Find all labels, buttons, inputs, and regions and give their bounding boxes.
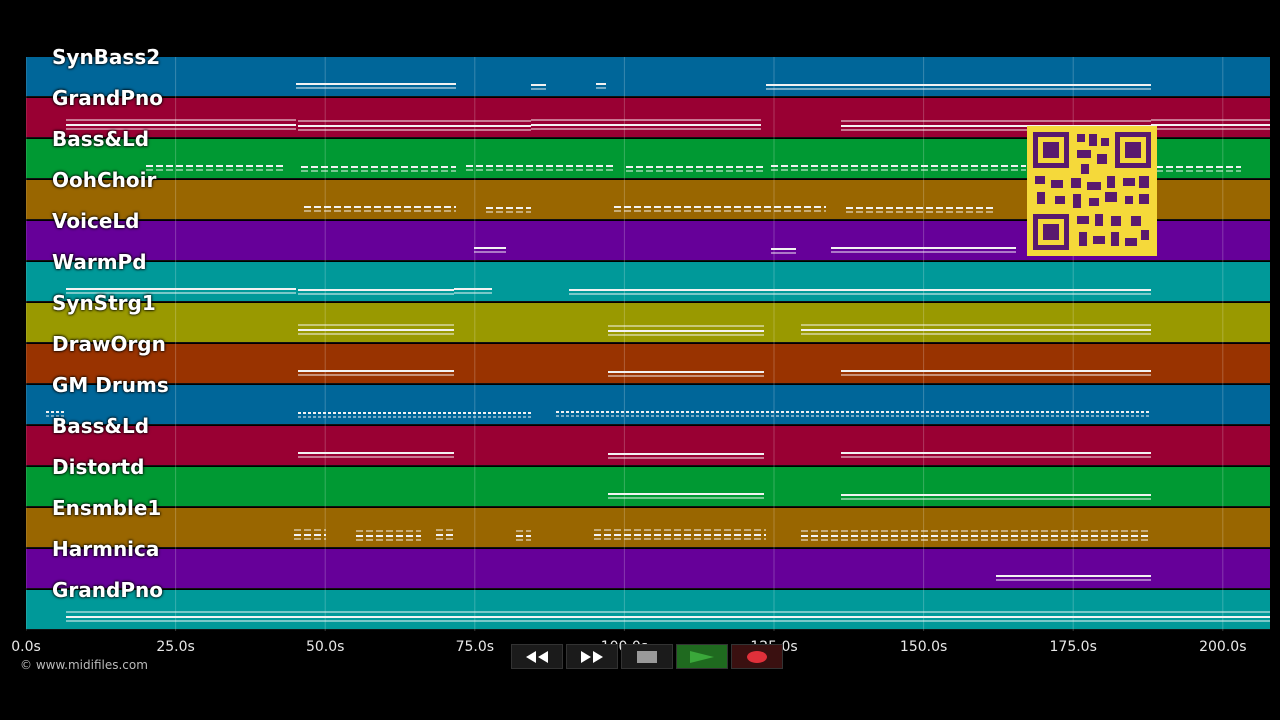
track-name: GrandPno [52,86,163,110]
fast-forward-icon [581,650,603,663]
track-name: SynStrg1 [52,291,156,315]
play-icon [690,650,714,663]
play-button[interactable] [676,644,728,669]
time-tick-label: 75.0s [455,639,495,655]
track-row[interactable] [26,385,1270,425]
track-name: SynBass2 [52,45,161,69]
track-name: Harmnica [52,537,160,561]
track-row[interactable] [26,508,1270,548]
track-row[interactable] [26,262,1270,302]
qr-code-image [1033,132,1151,250]
time-tick-label: 150.0s [899,639,948,655]
track-name: VoiceLd [52,209,140,233]
rewind-button[interactable] [511,644,563,669]
track-row[interactable] [26,57,1270,97]
track-name: GM Drums [52,373,169,397]
record-icon [747,650,767,663]
track-name: WarmPd [52,250,147,274]
track-name: Distortd [52,455,145,479]
record-button[interactable] [731,644,783,669]
transport-controls [511,644,783,669]
track-name: Bass&Ld [52,127,150,151]
track-name: GrandPno [52,578,163,602]
stop-button[interactable] [621,644,673,669]
track-name: OohChoir [52,168,157,192]
qr-code [1027,126,1157,256]
time-tick-label: 25.0s [156,639,195,655]
time-tick-label: 175.0s [1049,639,1097,655]
copyright-text[interactable]: © www.midifiles.com [20,658,148,672]
time-tick-label: 50.0s [305,639,345,655]
track-row[interactable] [26,303,1270,343]
note-layer [26,57,1270,631]
time-tick-label: 0.0s [11,639,41,655]
rewind-icon [526,650,548,663]
track-row[interactable] [26,344,1270,384]
track-row[interactable] [26,590,1270,630]
track-name: Ensmble1 [52,496,162,520]
track-row[interactable] [26,549,1270,589]
track-row[interactable] [26,426,1270,466]
stop-icon [637,650,657,663]
track-name: Bass&Ld [52,414,150,438]
fast-forward-button[interactable] [566,644,618,669]
track-row[interactable] [26,467,1270,507]
track-name: DrawOrgn [52,332,166,356]
time-tick-label: 200.0s [1199,639,1247,655]
